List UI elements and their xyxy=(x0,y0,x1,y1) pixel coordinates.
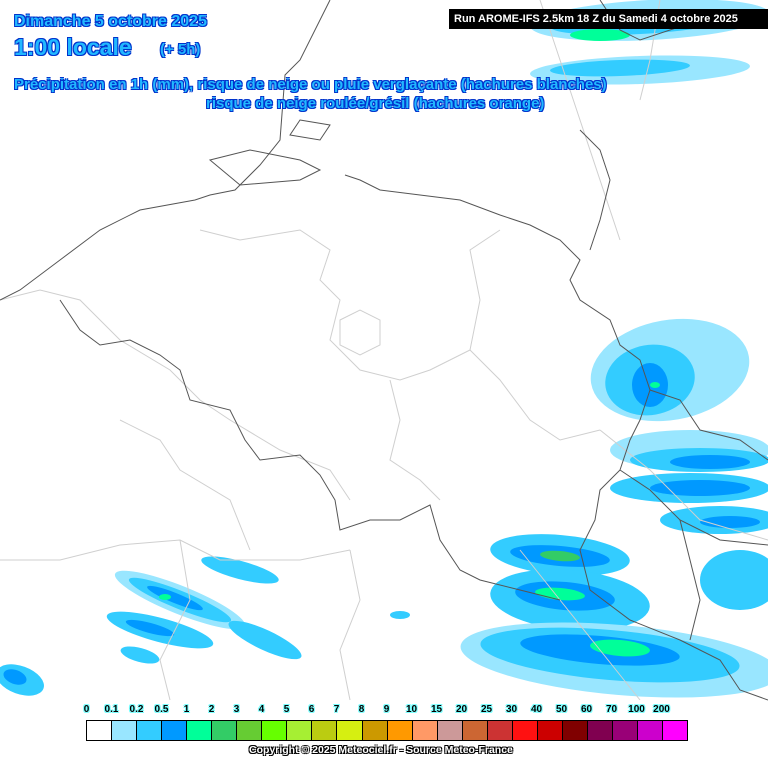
precipitation-area xyxy=(650,382,660,388)
precipitation-area xyxy=(120,646,160,664)
legend-label: 0.1 xyxy=(104,704,119,715)
forecast-time: 1:00 locale xyxy=(14,34,132,60)
legend-label: 40 xyxy=(530,704,543,715)
legend-swatch xyxy=(137,721,163,740)
precipitation-area xyxy=(390,611,410,619)
legend-label: 0 xyxy=(83,704,90,715)
legend-label: 25 xyxy=(480,704,493,715)
legend-label: 30 xyxy=(505,704,518,715)
legend-swatch xyxy=(612,721,639,740)
legend-label: 5 xyxy=(283,704,290,715)
legend-swatch xyxy=(237,721,263,740)
legend-label: 7 xyxy=(333,704,340,715)
precipitation-area xyxy=(540,550,580,562)
precipitation-area xyxy=(550,59,690,77)
model-run-label: Run AROME-IFS 2.5km 18 Z du Samedi 4 oct… xyxy=(449,9,768,29)
legend-color-bar xyxy=(86,720,688,741)
legend-swatch xyxy=(162,721,188,740)
legend-label: 1 xyxy=(183,704,190,715)
legend-swatch xyxy=(587,721,613,740)
legend-label: 4 xyxy=(258,704,265,715)
precipitation-area xyxy=(201,556,279,584)
legend-label: 100 xyxy=(628,704,645,715)
legend-swatch xyxy=(412,721,438,740)
legend-swatch xyxy=(312,721,338,740)
precipitation-area xyxy=(650,480,750,496)
precipitation-area xyxy=(159,594,171,600)
legend-swatch xyxy=(187,721,213,740)
legend-label: 10 xyxy=(405,704,418,715)
legend-label: 200 xyxy=(653,704,670,715)
legend-swatch xyxy=(638,721,664,740)
precipitation-area xyxy=(700,550,768,610)
precipitation-area xyxy=(125,619,175,637)
map-description-line1: Précipitation en 1h (mm), risque de neig… xyxy=(14,76,607,93)
legend-swatch xyxy=(262,721,288,740)
legend-swatch xyxy=(212,721,238,740)
borders xyxy=(0,0,768,701)
legend-swatch xyxy=(562,721,588,740)
legend-swatch xyxy=(387,721,413,740)
precipitation-area xyxy=(570,29,630,41)
legend-label: 20 xyxy=(455,704,468,715)
legend-label: 8 xyxy=(358,704,365,715)
map-description-line2: risque de neige roulée/grésil (hachures … xyxy=(206,95,545,112)
legend-label: 15 xyxy=(430,704,443,715)
precipitation-areas xyxy=(0,0,768,698)
color-legend: 0 0.1 0.2 0.5 1 2 3 4 5 6 7 8 9 10 15 20 25 30 40 50 60 70 100… xyxy=(84,704,706,741)
legend-label: 50 xyxy=(555,704,568,715)
legend-swatch xyxy=(337,721,363,740)
legend-label: 0.5 xyxy=(154,704,169,715)
forecast-date: Dimanche 5 octobre 2025 xyxy=(14,13,207,30)
legend-label: 6 xyxy=(308,704,315,715)
precipitation-area xyxy=(228,620,302,660)
legend-swatch xyxy=(512,721,538,740)
legend-label: 2 xyxy=(208,704,215,715)
legend-label: 70 xyxy=(605,704,618,715)
legend-swatch xyxy=(462,721,488,740)
legend-swatch xyxy=(362,721,388,740)
legend-label: 0.2 xyxy=(129,704,144,715)
legend-label: 60 xyxy=(580,704,593,715)
legend-swatch xyxy=(287,721,313,740)
precipitation-area xyxy=(670,455,750,469)
legend-swatch xyxy=(87,721,113,740)
legend-swatch xyxy=(537,721,563,740)
precipitation-area xyxy=(3,669,27,685)
precipitation-area xyxy=(147,585,203,611)
legend-label: 3 xyxy=(233,704,240,715)
legend-swatch xyxy=(487,721,513,740)
legend-swatch xyxy=(663,721,688,740)
legend-label: 9 xyxy=(383,704,390,715)
legend-labels: 0 0.1 0.2 0.5 1 2 3 4 5 6 7 8 9 10 15 20 25 30 40 50 60 70 100… xyxy=(84,704,706,720)
lead-time: (+ 5h) xyxy=(160,41,201,58)
legend-swatch xyxy=(112,721,138,740)
precipitation-area xyxy=(590,639,650,657)
precipitation-area xyxy=(700,516,760,528)
legend-swatch xyxy=(437,721,463,740)
copyright: Copyright © 2025 Meteociel.fr - Source M… xyxy=(249,744,513,756)
